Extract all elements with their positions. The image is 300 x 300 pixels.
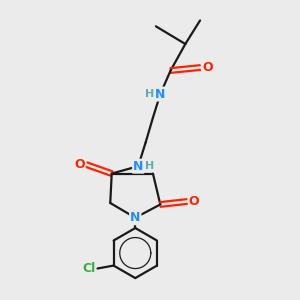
- Text: O: O: [74, 158, 85, 171]
- Text: N: N: [130, 211, 140, 224]
- Text: N: N: [133, 160, 143, 173]
- Text: Cl: Cl: [82, 262, 95, 275]
- Text: H: H: [145, 161, 154, 171]
- Text: N: N: [155, 88, 166, 100]
- Text: O: O: [189, 195, 200, 208]
- Text: H: H: [146, 89, 154, 99]
- Text: O: O: [202, 61, 213, 74]
